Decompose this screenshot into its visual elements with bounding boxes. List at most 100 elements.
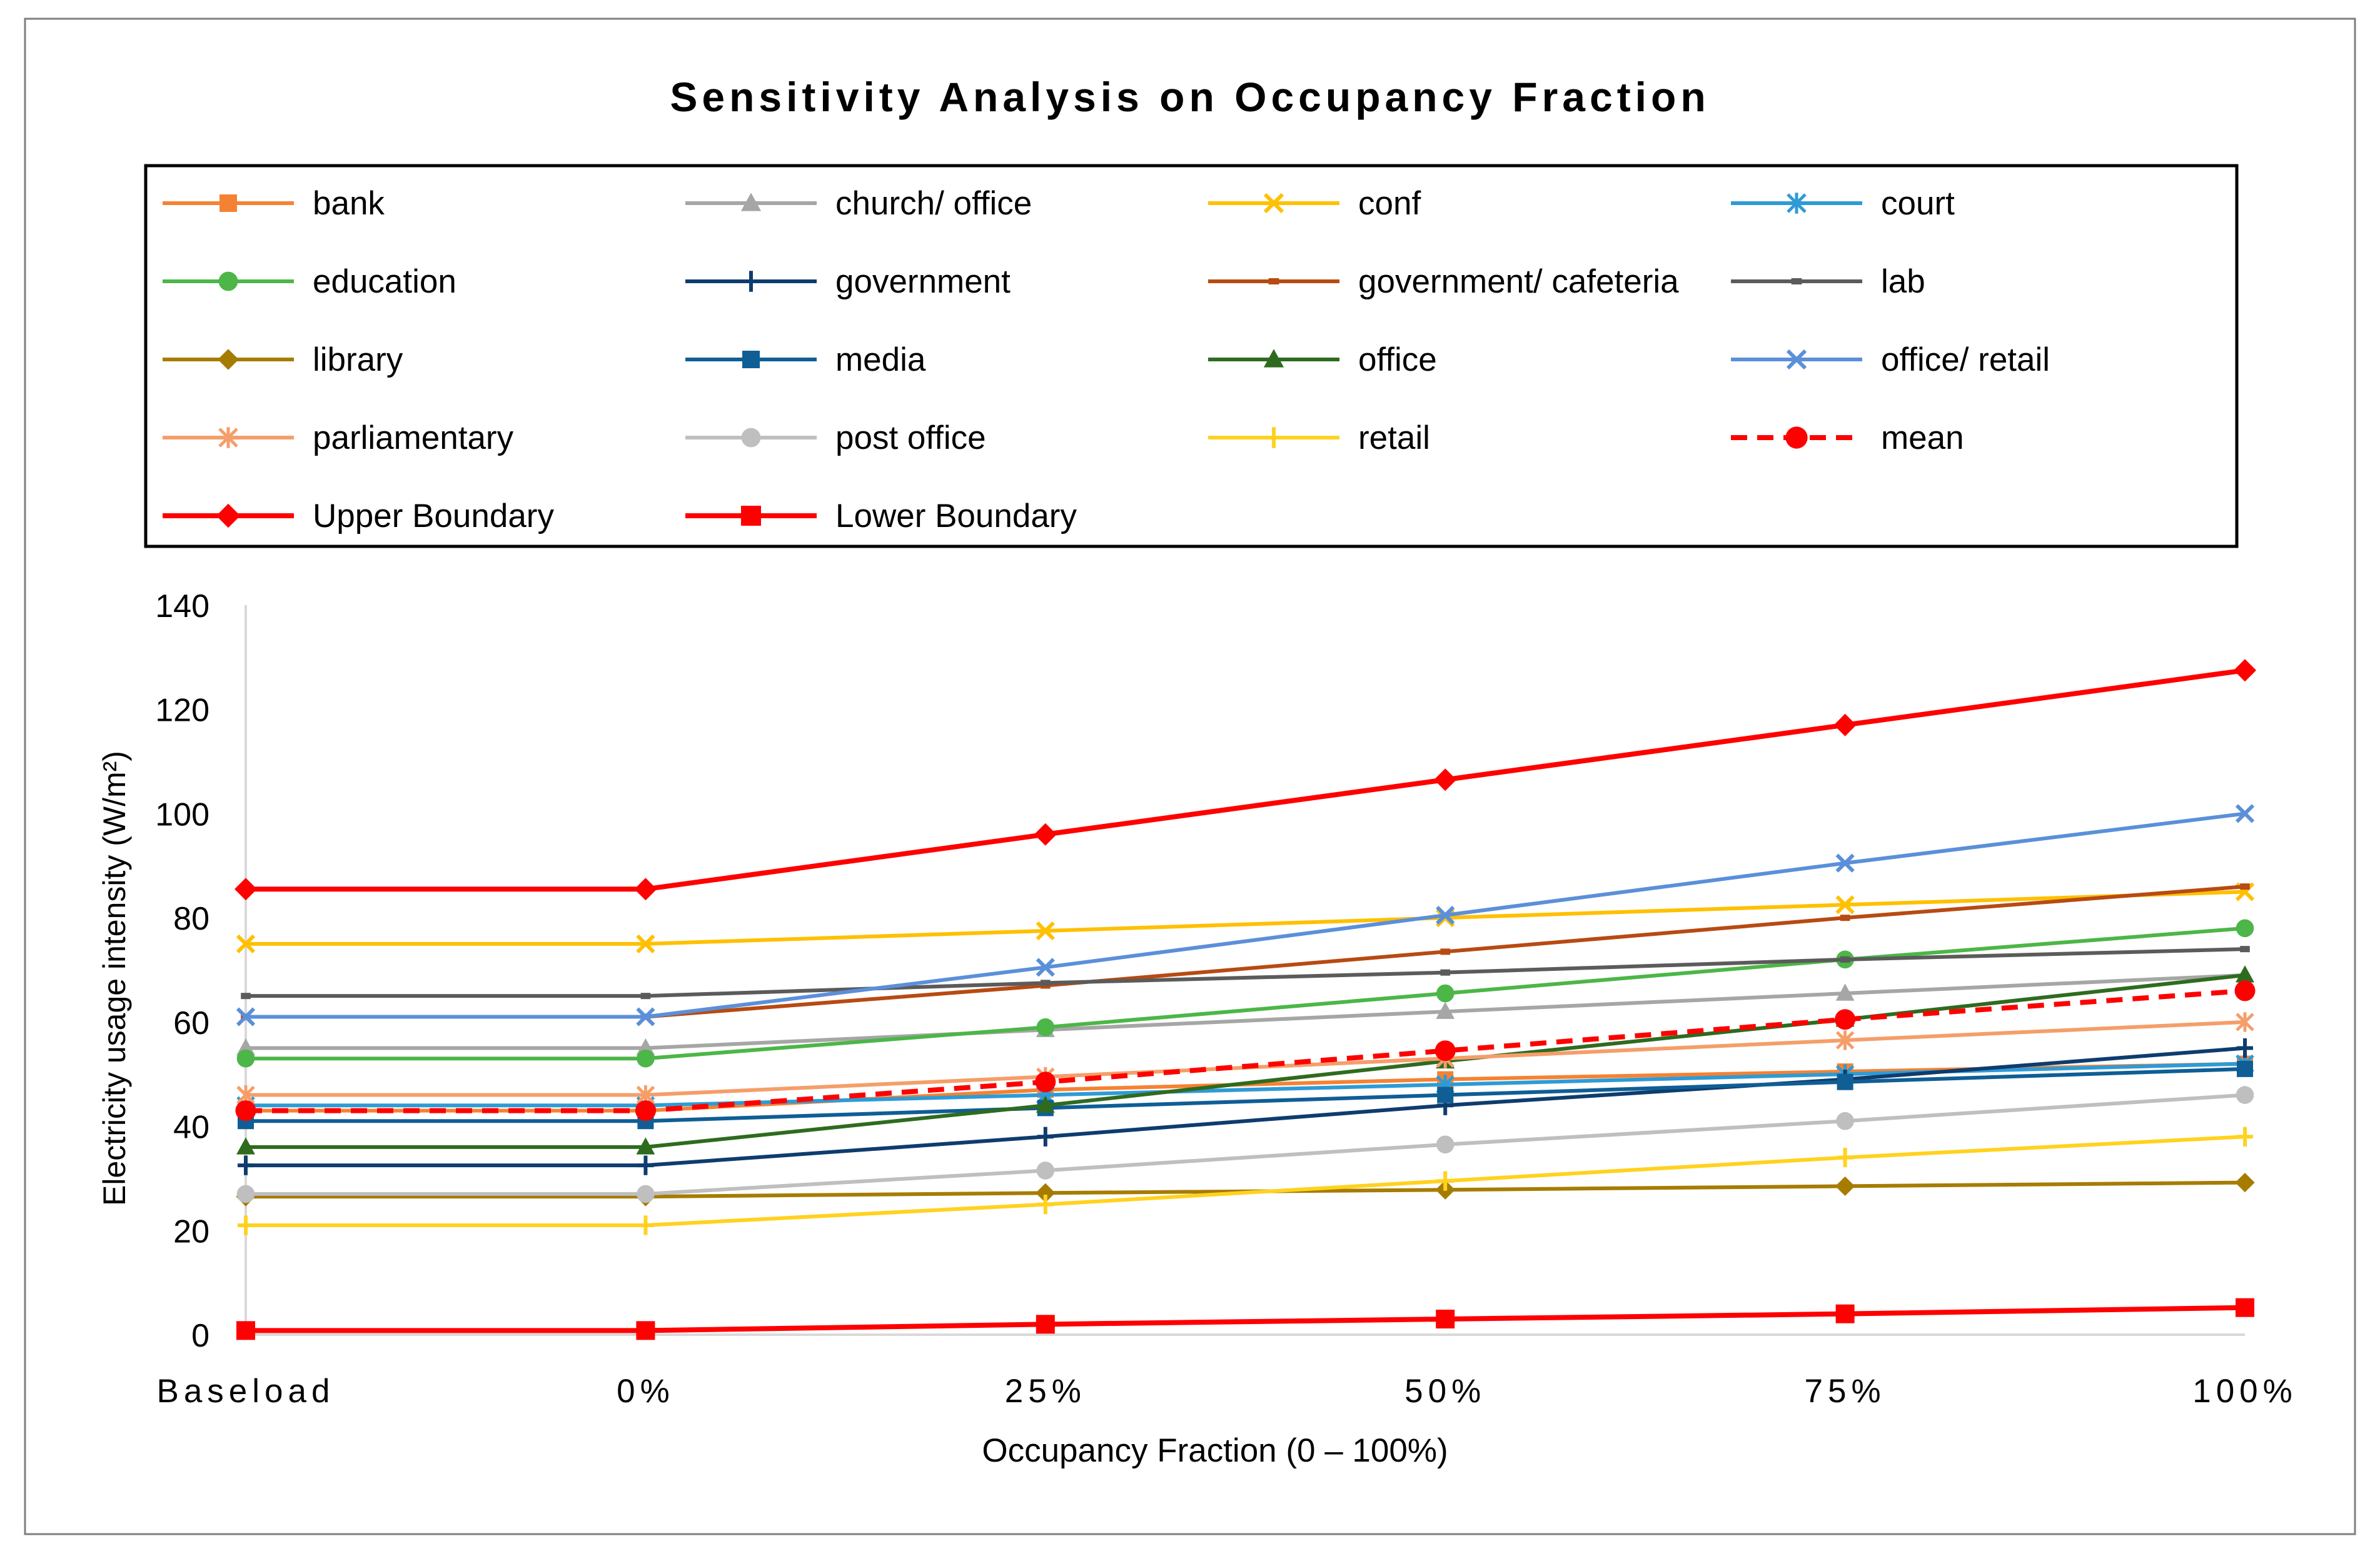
series-line-media <box>246 1067 2246 1123</box>
data-point-lab <box>1840 956 1850 963</box>
legend-item-lab: lab <box>1731 263 1925 300</box>
series-line-lower-boundary <box>246 1305 2246 1333</box>
y-tick-label: 80 <box>173 901 209 937</box>
data-point-post-office <box>637 1185 655 1203</box>
y-tick-label: 60 <box>173 1005 209 1042</box>
data-point-lab <box>640 993 651 1000</box>
data-point-lab <box>241 993 251 1000</box>
x-tick-label: 100% <box>2192 1373 2297 1410</box>
legend-swatch-marker <box>742 271 760 292</box>
data-point-government <box>637 1155 654 1175</box>
series-retail <box>238 1127 2253 1235</box>
data-point-mean <box>1035 1072 1056 1093</box>
data-point-church-office <box>1835 983 1855 1001</box>
legend-label: conf <box>1358 185 1421 222</box>
y-axis-label: Electricity usage intensity (W/m²) <box>97 751 132 1206</box>
legend-label: parliamentary <box>313 419 514 456</box>
legend-item-post-office: post office <box>685 419 986 456</box>
legend-item-office-retail: office/ retail <box>1731 341 2050 378</box>
legend-label: Lower Boundary <box>835 498 1077 535</box>
legend-swatch-marker <box>218 271 238 291</box>
series-line-office-retail <box>246 811 2246 1019</box>
x-tick-label: 25% <box>1005 1373 1086 1410</box>
series-line-conf <box>246 890 2246 946</box>
legend-swatch-marker <box>218 427 238 448</box>
data-point-mean <box>1835 1009 1856 1030</box>
legend-item-media: media <box>685 341 926 378</box>
data-point-office <box>2236 965 2254 983</box>
data-point-government-cafeteria <box>2240 883 2250 890</box>
data-point-upper-boundary <box>1833 713 1857 736</box>
data-point-government-cafeteria <box>1440 948 1450 955</box>
series-upper-boundary <box>234 659 2256 901</box>
series-layer <box>234 659 2256 1340</box>
data-point-retail <box>1837 1147 1853 1168</box>
series-line-church-office <box>246 973 2246 1050</box>
data-point-church-office <box>1436 1001 1455 1019</box>
data-point-upper-boundary <box>2234 659 2256 682</box>
legend-label: Upper Boundary <box>313 498 554 535</box>
legend-item-government-cafeteria: government/ cafeteria <box>1208 263 1679 300</box>
data-point-media <box>1837 1073 1853 1090</box>
series-conf <box>236 882 2255 953</box>
legend-item-library: library <box>163 341 403 378</box>
series-line-post-office <box>246 1093 2246 1196</box>
series-line-retail <box>246 1135 2246 1227</box>
data-point-conf <box>636 934 655 953</box>
data-point-office-retail <box>1036 958 1055 977</box>
data-point-retail <box>238 1215 254 1235</box>
series-line-education <box>246 926 2246 1061</box>
data-point-lab <box>2240 946 2250 953</box>
legend-label: lab <box>1881 263 1925 300</box>
data-point-office-retail <box>1436 905 1455 925</box>
series-education <box>236 919 2254 1068</box>
data-point-lab <box>1041 980 1051 986</box>
data-point-post-office <box>2236 1086 2254 1104</box>
legend-swatch-marker <box>218 349 239 370</box>
data-point-education <box>1036 1018 1055 1036</box>
data-point-lower-boundary <box>1436 1309 1455 1328</box>
legend-item-conf: conf <box>1208 185 1421 222</box>
x-tick-label: 50% <box>1404 1373 1486 1410</box>
x-tick-label: 75% <box>1805 1373 1886 1410</box>
y-tick-label: 100 <box>155 796 209 833</box>
data-point-media <box>1437 1087 1454 1103</box>
data-point-lower-boundary <box>1036 1315 1055 1334</box>
data-point-retail <box>2237 1127 2253 1147</box>
series-lab <box>241 946 2250 1000</box>
data-point-upper-boundary <box>1434 768 1457 791</box>
legend-label: bank <box>313 185 385 222</box>
legend-item-upper-boundary: Upper Boundary <box>163 498 554 535</box>
legend-label: library <box>313 341 403 378</box>
data-point-post-office <box>1036 1162 1055 1180</box>
x-axis-label: Occupancy Fraction (0 – 100%) <box>982 1432 1448 1469</box>
legend-swatch-marker <box>1263 349 1284 368</box>
axes: 0 20 40 60 80 100 120 140 Baseload 0% 25% 50% 75% 100… <box>155 588 2297 1410</box>
data-point-lower-boundary <box>1835 1304 1855 1323</box>
legend-label: church/ office <box>835 185 1032 222</box>
data-point-retail <box>1437 1171 1454 1191</box>
legend-swatch-marker <box>1268 278 1279 284</box>
legend-item-education: education <box>163 263 456 300</box>
legend-label: education <box>313 263 456 300</box>
y-tick-label: 140 <box>155 588 209 625</box>
data-point-conf <box>1835 895 1855 915</box>
legend-swatch-marker <box>1785 426 1808 449</box>
legend-box <box>144 164 2239 548</box>
series-line-mean <box>246 988 2246 1113</box>
data-point-education <box>637 1049 655 1068</box>
legend-label: government/ cafeteria <box>1358 263 1679 300</box>
data-point-lower-boundary <box>636 1321 655 1340</box>
series-mean <box>235 980 2256 1122</box>
legend-label: mean <box>1881 419 1964 456</box>
data-point-conf <box>1036 921 1055 941</box>
data-point-post-office <box>1436 1135 1455 1154</box>
data-point-parliamentary <box>2236 1012 2254 1032</box>
legend-swatch-marker <box>1787 193 1807 214</box>
y-tick-label: 0 <box>191 1318 209 1354</box>
x-tick-label: 0% <box>617 1373 675 1410</box>
data-point-lower-boundary <box>236 1321 255 1340</box>
data-point-upper-boundary <box>634 878 657 901</box>
data-point-government <box>2237 1038 2253 1058</box>
legend-label: retail <box>1358 419 1430 456</box>
